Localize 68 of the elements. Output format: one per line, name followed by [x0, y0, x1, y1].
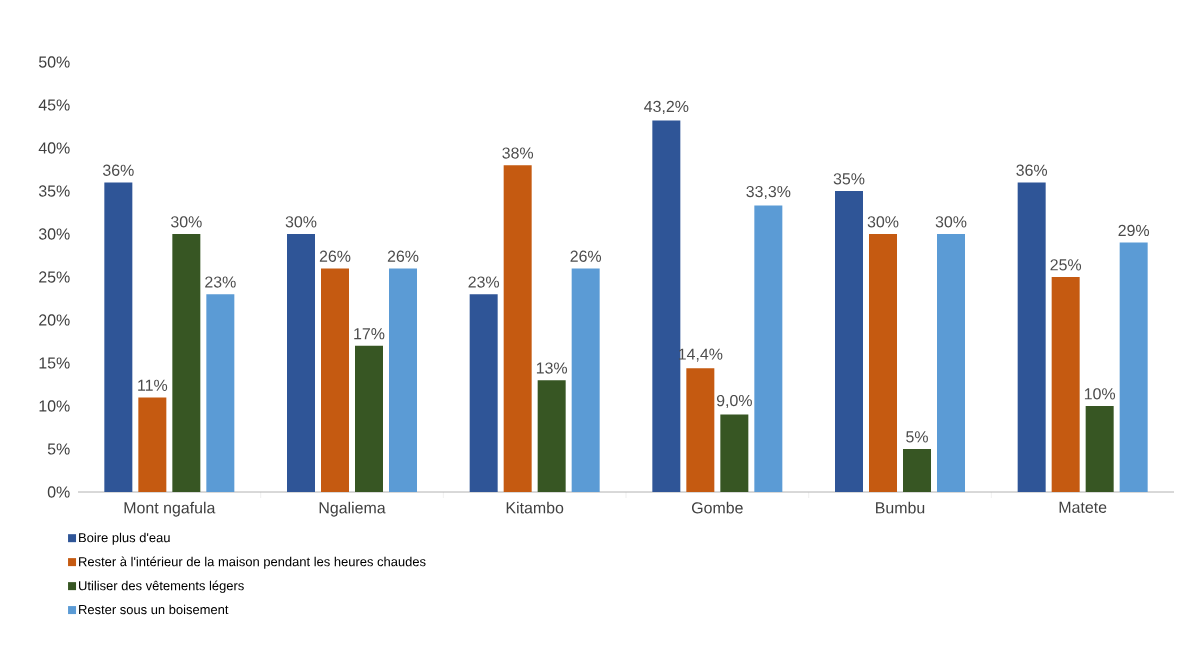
x-tick-label: Kitambo	[506, 501, 564, 514]
bar	[104, 182, 133, 492]
data-label: 17%	[354, 328, 385, 340]
bar	[1051, 277, 1080, 492]
bar	[571, 268, 600, 492]
data-label: 30%	[285, 216, 317, 228]
y-tick-label: 0%	[47, 486, 70, 498]
data-label: 25%	[1050, 259, 1082, 271]
y-tick-label: 40%	[38, 142, 70, 154]
data-label: 33,3%	[746, 185, 791, 200]
bar	[389, 268, 417, 492]
bar	[720, 414, 749, 492]
data-label: 10%	[1084, 388, 1116, 400]
data-label: 43,2%	[644, 100, 689, 114]
bar	[503, 165, 532, 492]
bar	[754, 205, 783, 492]
data-label: 26%	[319, 250, 351, 262]
data-label: 38%	[502, 147, 534, 159]
y-tick-label: 25%	[39, 271, 70, 283]
data-label: 11%	[138, 379, 168, 391]
y-tick-label: 45%	[38, 99, 70, 111]
legend-label: Rester à l'intérieur de la maison pendant les heures chaudes	[79, 556, 426, 569]
legend-label: Rester sous un boisement	[79, 604, 229, 615]
bar	[355, 345, 383, 492]
bar	[172, 234, 201, 492]
y-tick-label: 20%	[39, 314, 70, 326]
data-label: 23%	[205, 276, 236, 288]
bar	[1085, 406, 1114, 492]
bar	[686, 368, 715, 492]
y-tick-label: 15%	[39, 357, 70, 369]
bar	[1017, 182, 1046, 492]
y-tick-label: 35%	[38, 185, 70, 197]
bar	[652, 120, 681, 492]
data-label: 13%	[536, 362, 568, 374]
data-label: 26%	[570, 250, 602, 262]
bar	[903, 449, 931, 492]
y-tick-label: 10%	[39, 400, 70, 412]
bar	[287, 234, 315, 492]
bar	[206, 294, 235, 492]
data-label: 26%	[387, 250, 419, 262]
data-label: 30%	[935, 216, 967, 228]
x-tick-label: Ngaliema	[319, 501, 386, 517]
data-label: 35%	[833, 173, 865, 185]
x-tick-label: Gombe	[692, 501, 743, 514]
data-label: 36%	[102, 164, 134, 176]
bar	[321, 268, 349, 492]
data-label: 9,0%	[716, 394, 752, 409]
data-label: 29%	[1118, 224, 1150, 237]
legend-label: Boire plus d'eau	[79, 532, 170, 545]
bar	[138, 397, 167, 492]
y-tick-label: 50%	[38, 56, 70, 68]
data-label: 23%	[468, 276, 500, 288]
x-tick-label: Matete	[1059, 501, 1107, 513]
bar	[1119, 242, 1148, 492]
x-tick-label: Bumbu	[876, 501, 925, 514]
legend-label: Utiliser des vêtements légers	[79, 580, 244, 593]
data-label: 30%	[867, 216, 899, 228]
data-label: 5%	[906, 431, 928, 443]
bar	[937, 234, 965, 492]
bar	[869, 234, 897, 492]
data-label: 30%	[170, 216, 202, 228]
x-tick-label: Mont ngafula	[124, 501, 216, 517]
y-tick-label: 5%	[47, 443, 70, 455]
bar	[469, 294, 498, 492]
bar	[537, 380, 566, 492]
bar	[835, 191, 863, 492]
data-label: 36%	[1016, 164, 1048, 176]
y-tick-label: 30%	[38, 228, 70, 240]
